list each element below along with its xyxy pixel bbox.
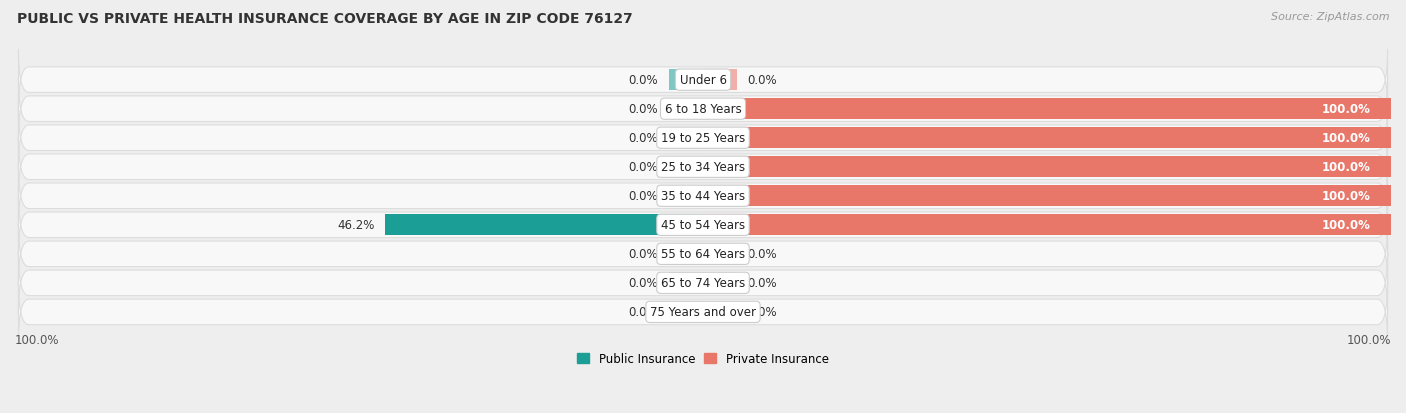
FancyBboxPatch shape: [18, 108, 1388, 169]
Text: 100.0%: 100.0%: [1322, 132, 1371, 145]
Text: 0.0%: 0.0%: [748, 277, 778, 290]
Bar: [669, 302, 703, 323]
Text: 46.2%: 46.2%: [337, 219, 375, 232]
Bar: [703, 273, 737, 294]
Bar: [703, 157, 1391, 178]
Text: 55 to 64 Years: 55 to 64 Years: [661, 248, 745, 261]
Bar: [703, 302, 737, 323]
Text: 100.0%: 100.0%: [1347, 333, 1391, 346]
FancyBboxPatch shape: [18, 166, 1388, 227]
FancyBboxPatch shape: [18, 137, 1388, 198]
Bar: [669, 244, 703, 265]
Text: 0.0%: 0.0%: [628, 277, 658, 290]
Text: 0.0%: 0.0%: [628, 248, 658, 261]
Text: 25 to 34 Years: 25 to 34 Years: [661, 161, 745, 174]
Text: 100.0%: 100.0%: [1322, 103, 1371, 116]
Text: 100.0%: 100.0%: [1322, 190, 1371, 203]
Text: 0.0%: 0.0%: [748, 306, 778, 318]
Text: 35 to 44 Years: 35 to 44 Years: [661, 190, 745, 203]
Bar: [669, 128, 703, 149]
Bar: [703, 186, 1391, 207]
Bar: [385, 215, 703, 236]
Bar: [703, 128, 1391, 149]
Text: PUBLIC VS PRIVATE HEALTH INSURANCE COVERAGE BY AGE IN ZIP CODE 76127: PUBLIC VS PRIVATE HEALTH INSURANCE COVER…: [17, 12, 633, 26]
Text: 0.0%: 0.0%: [628, 103, 658, 116]
FancyBboxPatch shape: [18, 281, 1388, 343]
Text: 0.0%: 0.0%: [628, 161, 658, 174]
Text: 0.0%: 0.0%: [748, 248, 778, 261]
Bar: [703, 215, 1391, 236]
FancyBboxPatch shape: [18, 252, 1388, 314]
Text: 0.0%: 0.0%: [628, 74, 658, 87]
FancyBboxPatch shape: [18, 223, 1388, 285]
Text: 45 to 54 Years: 45 to 54 Years: [661, 219, 745, 232]
Text: 0.0%: 0.0%: [628, 190, 658, 203]
Bar: [703, 244, 737, 265]
Bar: [669, 273, 703, 294]
FancyBboxPatch shape: [18, 195, 1388, 256]
Text: Source: ZipAtlas.com: Source: ZipAtlas.com: [1271, 12, 1389, 22]
FancyBboxPatch shape: [18, 50, 1388, 111]
Text: 0.0%: 0.0%: [748, 74, 778, 87]
Text: 100.0%: 100.0%: [15, 333, 59, 346]
Text: 65 to 74 Years: 65 to 74 Years: [661, 277, 745, 290]
Bar: [669, 99, 703, 120]
Text: 6 to 18 Years: 6 to 18 Years: [665, 103, 741, 116]
FancyBboxPatch shape: [18, 79, 1388, 140]
Text: 100.0%: 100.0%: [1322, 161, 1371, 174]
Bar: [669, 157, 703, 178]
Text: 0.0%: 0.0%: [628, 132, 658, 145]
Bar: [669, 70, 703, 91]
Bar: [703, 99, 1391, 120]
Text: 75 Years and over: 75 Years and over: [650, 306, 756, 318]
Text: 19 to 25 Years: 19 to 25 Years: [661, 132, 745, 145]
Text: 100.0%: 100.0%: [1322, 219, 1371, 232]
Bar: [703, 70, 737, 91]
Text: 0.0%: 0.0%: [628, 306, 658, 318]
Bar: [669, 186, 703, 207]
Text: Under 6: Under 6: [679, 74, 727, 87]
Legend: Public Insurance, Private Insurance: Public Insurance, Private Insurance: [572, 348, 834, 370]
